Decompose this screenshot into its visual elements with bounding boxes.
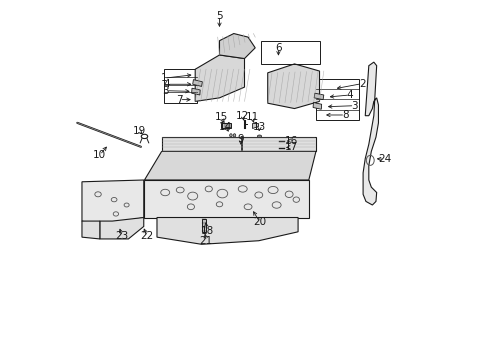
Polygon shape	[100, 217, 143, 239]
Text: 19: 19	[132, 126, 145, 136]
Text: 15: 15	[214, 112, 227, 122]
Ellipse shape	[276, 147, 279, 149]
Text: 17: 17	[284, 142, 297, 152]
Text: 10: 10	[93, 150, 106, 160]
Polygon shape	[219, 33, 255, 59]
Ellipse shape	[233, 134, 235, 137]
Text: 20: 20	[253, 217, 266, 227]
Polygon shape	[162, 137, 315, 152]
Text: 16: 16	[284, 136, 297, 146]
Ellipse shape	[229, 134, 232, 137]
Bar	[315, 79, 358, 120]
Text: 11: 11	[245, 112, 259, 122]
Polygon shape	[195, 55, 244, 102]
Text: 21: 21	[199, 237, 212, 247]
Text: 3: 3	[350, 101, 357, 111]
Text: 2: 2	[358, 78, 365, 89]
Polygon shape	[82, 221, 100, 239]
Polygon shape	[144, 180, 308, 217]
Text: 4: 4	[346, 90, 352, 100]
Text: 6: 6	[275, 43, 281, 53]
Polygon shape	[312, 103, 321, 109]
Polygon shape	[191, 88, 200, 95]
Polygon shape	[192, 80, 202, 86]
Polygon shape	[202, 219, 205, 232]
Ellipse shape	[276, 140, 279, 142]
Polygon shape	[221, 123, 230, 128]
Polygon shape	[251, 123, 258, 128]
Text: 13: 13	[252, 122, 265, 132]
Text: 18: 18	[200, 226, 213, 236]
Text: 7: 7	[176, 95, 183, 105]
Polygon shape	[363, 62, 378, 205]
Bar	[260, 41, 319, 64]
Text: 4: 4	[163, 79, 170, 89]
Text: 14: 14	[219, 122, 232, 132]
Polygon shape	[157, 217, 298, 244]
Text: 5: 5	[216, 11, 223, 21]
Text: 23: 23	[116, 231, 129, 242]
Bar	[164, 69, 197, 103]
Polygon shape	[313, 93, 323, 100]
Polygon shape	[82, 180, 143, 226]
Text: 8: 8	[341, 110, 348, 120]
Text: 3: 3	[163, 86, 169, 96]
Polygon shape	[267, 64, 319, 109]
Text: 1: 1	[161, 73, 167, 83]
Ellipse shape	[257, 135, 261, 138]
Text: 22: 22	[141, 231, 154, 242]
Text: 24: 24	[377, 154, 390, 164]
Ellipse shape	[240, 137, 243, 139]
Polygon shape	[144, 152, 315, 180]
Text: 9: 9	[237, 134, 244, 144]
Text: 12: 12	[236, 111, 249, 121]
